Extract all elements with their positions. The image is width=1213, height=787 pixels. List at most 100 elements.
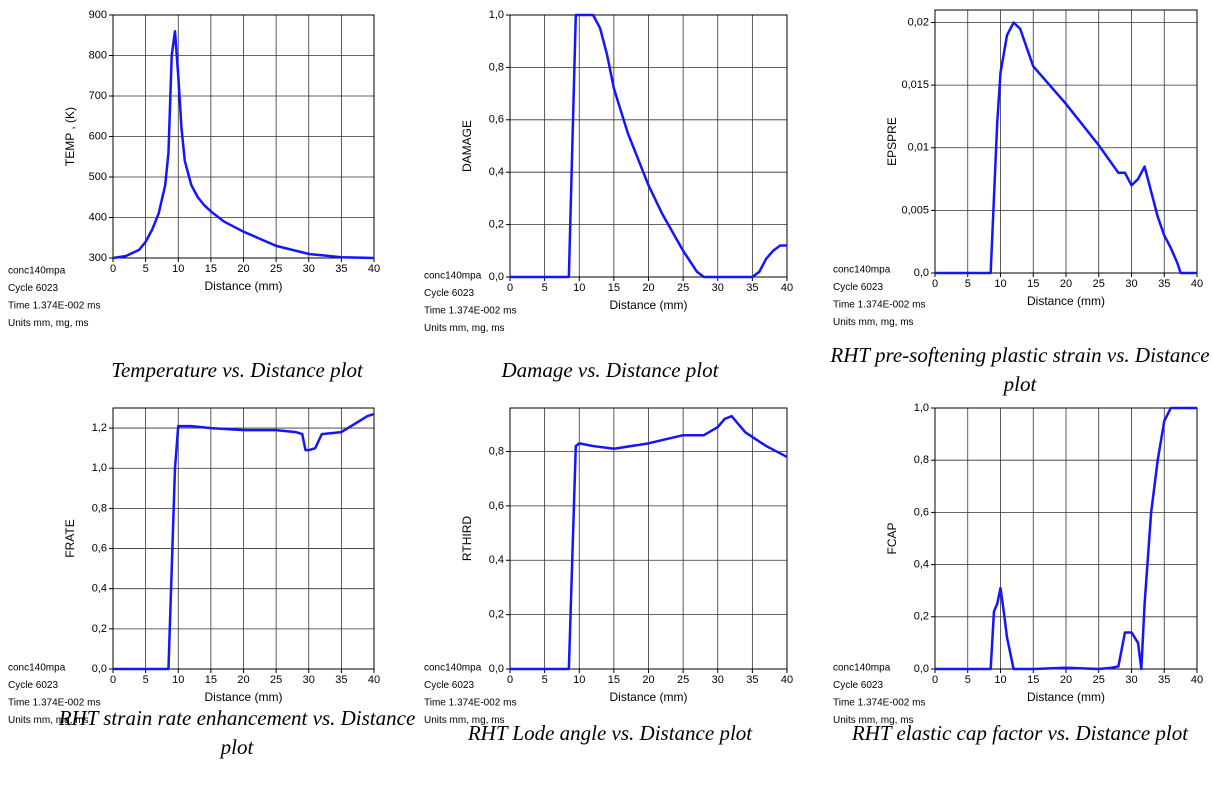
caption: RHT pre-softening plastic strain vs. Dis… [830, 343, 1210, 396]
x-tick-label: 30 [712, 674, 724, 686]
x-tick-label: 40 [368, 263, 380, 275]
x-axis-label: Distance (mm) [609, 298, 687, 312]
caption: RHT strain rate enhancement vs. Distance… [58, 706, 416, 759]
y-tick-label: 400 [89, 211, 107, 223]
y-tick-label: 0,6 [914, 506, 929, 518]
plot-frame [509, 14, 788, 278]
y-tick-label: 0,005 [901, 204, 929, 216]
y-tick-label: 0,4 [914, 559, 929, 571]
x-axis-label: Distance (mm) [1027, 294, 1105, 308]
annotation: conc140mpa [833, 265, 891, 276]
annotation: Time 1.374E-002 ms [8, 698, 100, 709]
x-tick-label: 5 [542, 282, 548, 294]
x-tick-label: 25 [270, 674, 282, 686]
annotation: conc140mpa [424, 271, 482, 282]
x-tick-label: 0 [110, 674, 116, 686]
x-tick-label: 20 [1060, 278, 1072, 290]
annotation: Cycle 6023 [833, 282, 883, 293]
y-tick-label: 1,0 [92, 462, 107, 474]
plot-frame [509, 407, 788, 670]
y-tick-label: 0,4 [489, 554, 504, 566]
annotation: Units mm, mg, ms [8, 715, 89, 726]
y-tick-label: 1,0 [489, 9, 504, 21]
x-tick-label: 0 [507, 282, 513, 294]
x-tick-label: 5 [965, 278, 971, 290]
annotation: Time 1.374E-002 ms [424, 698, 516, 709]
x-tick-label: 5 [143, 674, 149, 686]
x-tick-label: 10 [573, 282, 585, 294]
x-tick-label: 40 [781, 674, 793, 686]
x-tick-label: 0 [932, 278, 938, 290]
annotation: conc140mpa [8, 663, 66, 674]
y-tick-label: 500 [89, 171, 107, 183]
annotation: Units mm, mg, ms [424, 715, 505, 726]
x-tick-label: 15 [608, 282, 620, 294]
y-tick-label: 0,6 [92, 542, 107, 554]
y-tick-label: 0,6 [489, 500, 504, 512]
x-tick-label: 20 [642, 282, 654, 294]
y-axis-label: TEMP , (K) [63, 107, 77, 166]
annotation: conc140mpa [424, 663, 482, 674]
y-tick-label: 0,0 [92, 663, 107, 675]
annotation: Time 1.374E-002 ms [424, 306, 516, 317]
x-tick-label: 40 [368, 674, 380, 686]
annotation: Time 1.374E-002 ms [833, 300, 925, 311]
x-tick-label: 0 [507, 674, 513, 686]
x-tick-label: 35 [746, 282, 758, 294]
y-tick-label: 0,2 [489, 609, 504, 621]
x-tick-label: 20 [237, 263, 249, 275]
x-tick-label: 5 [143, 263, 149, 275]
x-tick-label: 25 [1093, 674, 1105, 686]
data-line [113, 412, 375, 671]
y-axis-label: DAMAGE [460, 120, 474, 172]
annotation: Cycle 6023 [424, 680, 474, 691]
y-tick-label: 0,0 [489, 271, 504, 283]
x-tick-label: 30 [1125, 278, 1137, 290]
annotation: Units mm, mg, ms [8, 318, 89, 329]
x-tick-label: 15 [205, 263, 217, 275]
x-tick-label: 15 [608, 674, 620, 686]
y-tick-label: 0,2 [92, 623, 107, 635]
x-tick-label: 10 [994, 278, 1006, 290]
y-tick-label: 0,8 [489, 61, 504, 73]
x-tick-label: 10 [994, 674, 1006, 686]
y-tick-label: 600 [89, 130, 107, 142]
x-tick-label: 15 [1027, 674, 1039, 686]
x-tick-label: 25 [677, 674, 689, 686]
y-tick-label: 0,015 [901, 79, 929, 91]
y-axis-label: RTHIRD [460, 516, 474, 561]
x-tick-label: 25 [270, 263, 282, 275]
plot-frame [112, 14, 375, 259]
plot-frame [934, 9, 1198, 274]
y-tick-label: 0,01 [908, 142, 929, 154]
y-tick-label: 0,4 [92, 583, 107, 595]
x-tick-label: 15 [205, 674, 217, 686]
data-line [510, 13, 787, 279]
y-axis-label: FCAP [885, 522, 899, 554]
x-tick-label: 0 [110, 263, 116, 275]
x-tick-label: 0 [932, 674, 938, 686]
y-tick-label: 300 [89, 252, 107, 264]
data-line [112, 29, 375, 260]
x-axis-label: Distance (mm) [204, 690, 282, 704]
data-line [935, 21, 1197, 275]
y-tick-label: 800 [89, 49, 107, 61]
y-tick-label: 700 [89, 90, 107, 102]
y-tick-label: 1,0 [914, 402, 929, 414]
y-tick-label: 0,4 [489, 166, 504, 178]
x-tick-label: 35 [335, 674, 347, 686]
annotation: Units mm, mg, ms [424, 323, 505, 334]
x-tick-label: 5 [542, 674, 548, 686]
x-tick-label: 40 [781, 282, 793, 294]
y-tick-label: 0,0 [914, 267, 929, 279]
caption: Damage vs. Distance plot [501, 357, 719, 382]
plot-frame [934, 407, 1198, 670]
y-tick-label: 0,0 [914, 663, 929, 675]
x-tick-label: 40 [1191, 674, 1203, 686]
y-tick-label: 0,2 [914, 611, 929, 623]
x-tick-label: 10 [172, 674, 184, 686]
x-axis-label: Distance (mm) [609, 690, 687, 704]
x-tick-label: 20 [1060, 674, 1072, 686]
